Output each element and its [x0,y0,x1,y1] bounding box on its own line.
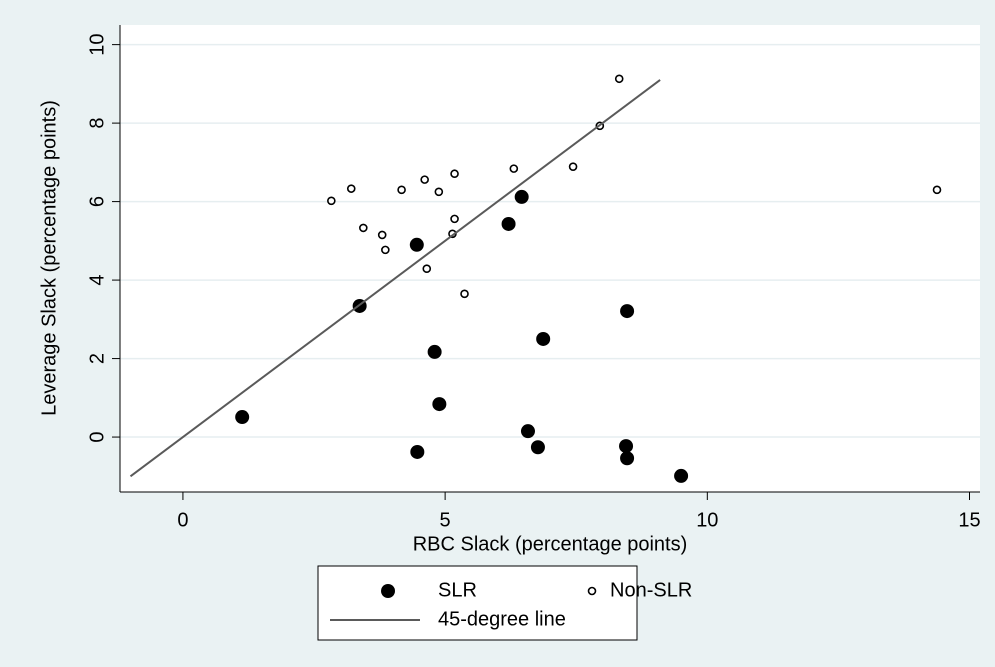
point [327,196,336,206]
point [422,264,432,274]
x-tick-label: 10 [696,509,718,531]
point [346,184,356,193]
point [381,245,390,255]
point [434,187,444,197]
y-tick-label: 6 [86,196,108,207]
point [932,185,942,195]
legend-label: 45-degree line [438,608,566,630]
point [614,74,624,84]
point [530,440,545,455]
legend-label: SLR [438,579,477,601]
point [460,289,469,299]
point [359,223,368,233]
x-tick-label: 0 [177,509,188,531]
point [377,230,387,240]
point [501,216,516,231]
point [620,304,635,319]
legend-label: Non-SLR [610,579,692,601]
point [432,397,447,412]
point [568,162,578,171]
point [427,344,442,359]
point [620,451,635,466]
y-tick-label: 4 [86,275,108,286]
x-tick-label: 5 [440,509,451,531]
point [397,185,406,195]
x-axis-label: RBC Slack (percentage points) [413,533,688,555]
point [409,237,424,252]
point [410,444,425,459]
legend-box [317,565,638,641]
point [619,439,634,454]
y-axis-label: Leverage Slack (percentage points) [38,100,60,416]
x-tick-label: 15 [958,509,980,531]
point [420,175,429,184]
point [450,214,459,224]
legend-marker [381,584,395,598]
y-tick-label: 2 [86,353,108,364]
reference-line [129,79,661,478]
y-tick-label: 10 [86,33,108,55]
point [536,331,551,346]
point [450,169,459,179]
point [509,164,519,173]
y-tick-label: 8 [86,118,108,129]
y-tick-label: 0 [86,431,108,442]
legend-marker [587,586,597,596]
point [514,189,529,204]
point [674,468,689,483]
point [235,410,250,425]
point [520,424,535,439]
plot-area [120,25,980,492]
